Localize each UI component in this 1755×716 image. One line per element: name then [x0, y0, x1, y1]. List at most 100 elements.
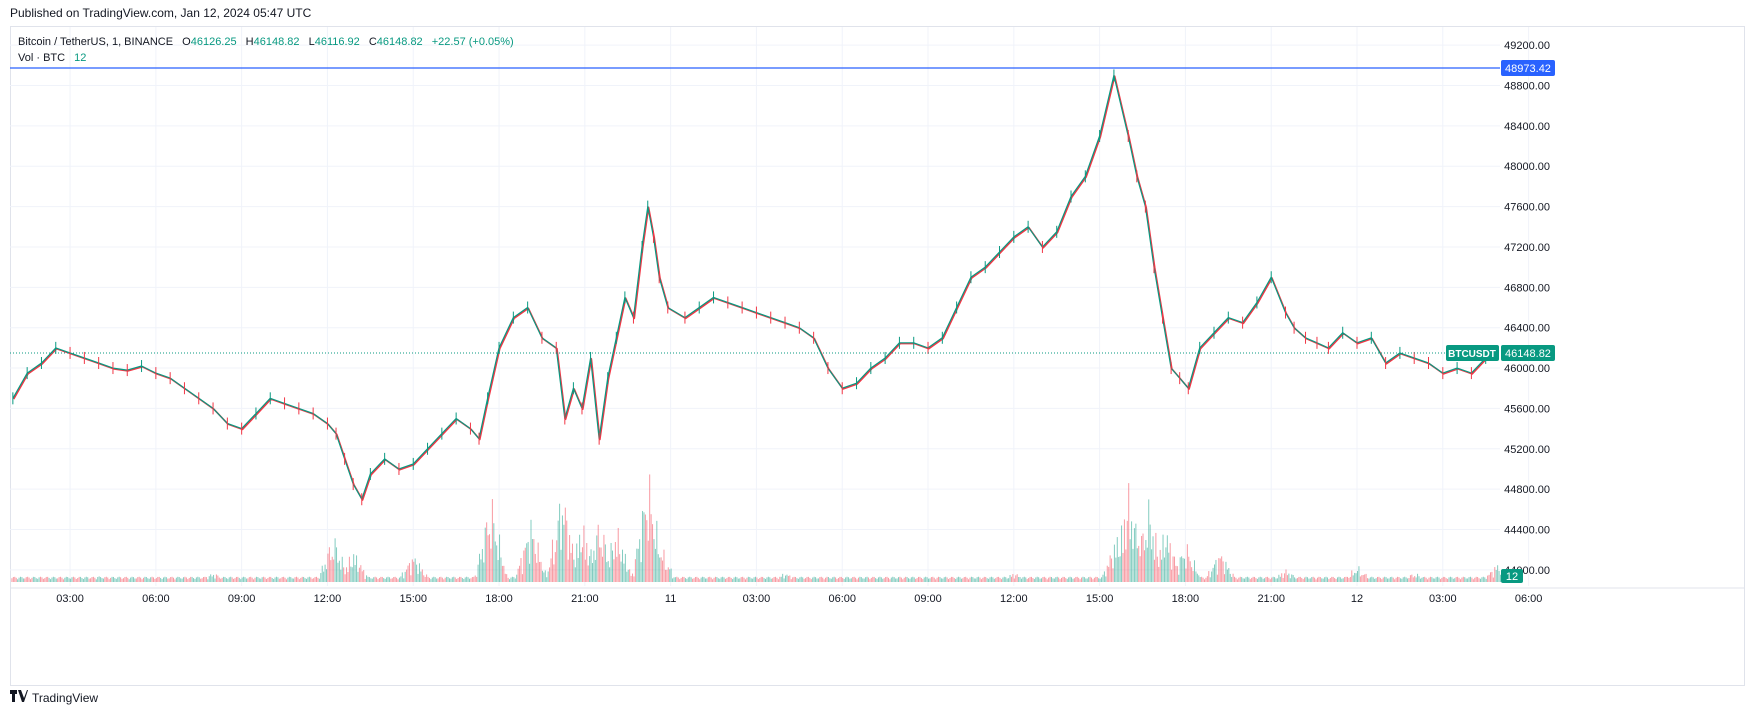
volume-bar	[1151, 549, 1153, 582]
volume-bar	[737, 578, 739, 582]
volume-bar	[357, 571, 359, 582]
volume-bar	[1472, 579, 1474, 582]
volume-bar	[94, 577, 96, 582]
footer-brand[interactable]: TradingView	[10, 690, 98, 705]
volume-bar	[703, 577, 705, 582]
volume-bar	[756, 577, 758, 582]
volume-bar	[107, 577, 109, 582]
volume-bar	[487, 535, 489, 582]
volume-last-label: 12	[1506, 571, 1518, 583]
volume-bar	[1447, 578, 1449, 582]
volume-bar	[221, 577, 223, 582]
volume-bar	[612, 550, 614, 582]
volume-bar	[274, 577, 276, 582]
volume-bar	[403, 578, 405, 582]
volume-bar	[1236, 579, 1238, 582]
volume-bar	[416, 564, 418, 582]
volume-bar	[633, 576, 635, 582]
volume-bar	[550, 558, 552, 582]
y-tick-label: 46800.00	[1504, 282, 1550, 294]
volume-bar	[744, 579, 746, 582]
x-tick-label: 18:00	[485, 593, 513, 605]
volume-bar	[613, 559, 615, 582]
volume-bar	[225, 578, 227, 582]
volume-bar	[1205, 577, 1207, 582]
volume-bar	[953, 578, 955, 582]
volume-bar	[963, 577, 965, 582]
legend-high: 46148.82	[253, 36, 300, 48]
volume-bar	[12, 576, 14, 582]
volume-bar	[570, 552, 572, 582]
volume-bar	[1163, 557, 1165, 582]
volume-bar	[840, 576, 842, 582]
volume-bar	[626, 571, 628, 582]
volume-bar	[1262, 578, 1264, 582]
volume-bar	[1272, 576, 1274, 582]
volume-bar	[444, 577, 446, 582]
volume-bar	[869, 579, 871, 582]
volume-bar	[640, 562, 642, 582]
volume-bar	[930, 577, 932, 582]
volume-bar	[817, 578, 819, 582]
volume-bar	[942, 578, 944, 582]
volume-bar	[780, 576, 782, 582]
volume-bar	[1369, 577, 1371, 582]
volume-bar	[827, 577, 829, 582]
volume-bar	[793, 576, 795, 582]
volume-bar	[1422, 577, 1424, 582]
volume-bar	[872, 576, 874, 582]
volume-bar	[194, 578, 196, 582]
volume-bar	[1274, 577, 1276, 582]
volume-bar	[390, 578, 392, 582]
volume-bar	[757, 579, 759, 582]
volume-bar	[1103, 571, 1105, 582]
volume-bar	[65, 576, 67, 582]
volume-bar	[44, 578, 46, 582]
y-tick-label: 46000.00	[1504, 363, 1550, 375]
volume-bar	[1441, 577, 1443, 582]
volume-bar	[652, 524, 654, 582]
volume-bar	[1053, 578, 1055, 582]
volume-bar	[883, 578, 885, 582]
volume-bar	[870, 577, 872, 582]
volume-bar	[1038, 577, 1040, 582]
volume-bar	[37, 578, 39, 582]
x-tick-label: 12:00	[1000, 593, 1028, 605]
legend-volume-label[interactable]: Vol · BTC	[18, 52, 66, 64]
volume-bar	[124, 576, 126, 582]
volume-bar	[503, 565, 505, 582]
volume-bar	[1318, 576, 1320, 582]
volume-bar	[966, 577, 968, 582]
volume-bar	[689, 576, 691, 582]
volume-bar	[1324, 577, 1326, 582]
volume-bar	[1146, 547, 1148, 582]
volume-bar	[213, 574, 215, 582]
volume-bar	[268, 576, 270, 582]
volume-bar	[1125, 549, 1127, 582]
volume-bar	[676, 576, 678, 582]
volume-bar	[706, 578, 708, 582]
volume-bar	[321, 565, 323, 582]
y-tick-label: 44800.00	[1504, 484, 1550, 496]
volume-bar	[1128, 483, 1130, 582]
volume-bar	[1367, 578, 1369, 582]
volume-bar	[214, 578, 216, 582]
volume-bar	[1178, 574, 1180, 582]
volume-bar	[434, 577, 436, 582]
volume-bar	[477, 564, 479, 582]
volume-bar	[1025, 577, 1027, 582]
volume-bar	[835, 577, 837, 582]
volume-bar	[474, 575, 476, 582]
legend-symbol[interactable]: Bitcoin / TetherUS, 1, BINANCE	[18, 36, 174, 48]
volume-bar	[1063, 576, 1065, 582]
volume-bar	[902, 579, 904, 582]
last-price-label: 46148.82	[1505, 348, 1551, 360]
volume-bar	[1358, 566, 1360, 582]
volume-bar	[248, 577, 250, 582]
volume-bar	[1401, 578, 1403, 582]
volume-bar	[138, 576, 140, 582]
volume-bar	[1357, 571, 1359, 582]
volume-bar	[334, 538, 336, 582]
volume-bar	[687, 577, 689, 582]
